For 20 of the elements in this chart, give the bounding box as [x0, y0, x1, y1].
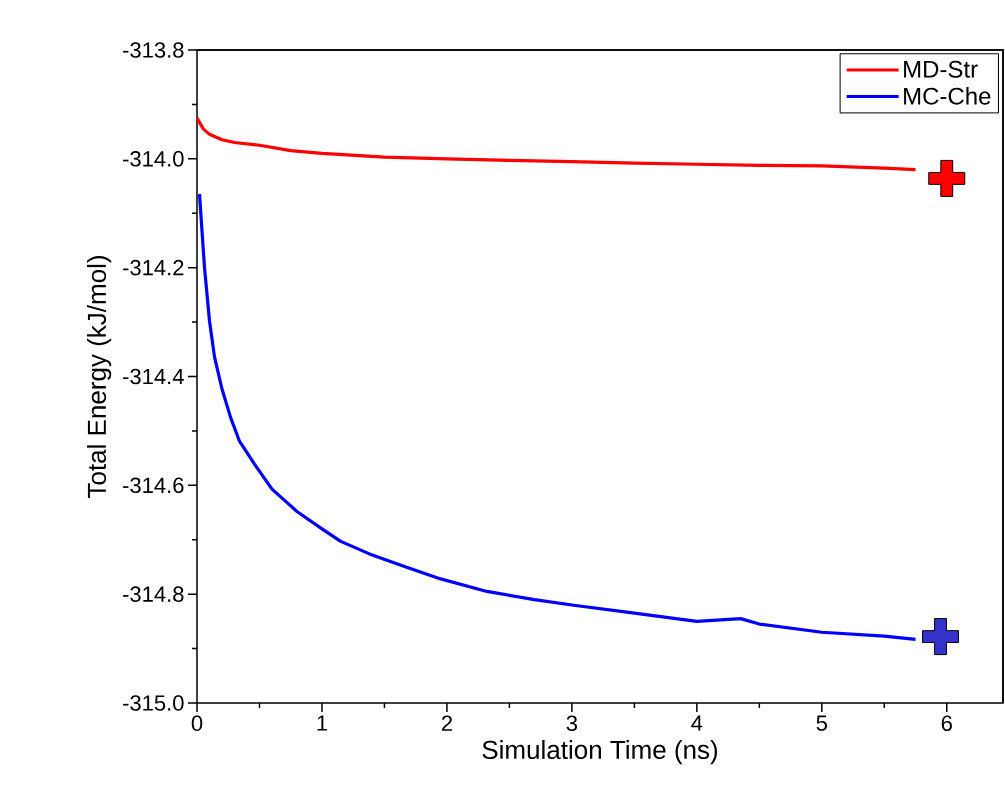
x-tick-label: 2 [441, 715, 452, 731]
legend-label: MC-Che [904, 87, 991, 105]
y-tick-label: -314.4 [123, 368, 184, 385]
y-tick-label: -315.0 [123, 695, 184, 711]
line-series [195, 116, 918, 172]
y-tick-label: -314.2 [123, 259, 184, 276]
y-tick-label: -314.0 [123, 151, 184, 167]
y-tick-label: -313.8 [123, 42, 184, 58]
x-tick-label: 5 [816, 715, 827, 731]
legend-label: MD-Str [904, 60, 978, 78]
x-tick-label: 4 [691, 715, 703, 731]
y-tick-label: -314.6 [123, 477, 184, 494]
x-tick-label: 6 [941, 715, 952, 732]
x-tick-label: 0 [191, 715, 203, 732]
y-axis-title: Total Energy (kJ/mol) [87, 256, 112, 498]
x-tick-label: 3 [566, 715, 578, 732]
x-axis-title: Simulation Time (ns) [482, 739, 718, 765]
line-series [197, 192, 918, 641]
x-tick-label: 1 [317, 715, 328, 731]
y-tick-label: -314.8 [123, 586, 184, 602]
